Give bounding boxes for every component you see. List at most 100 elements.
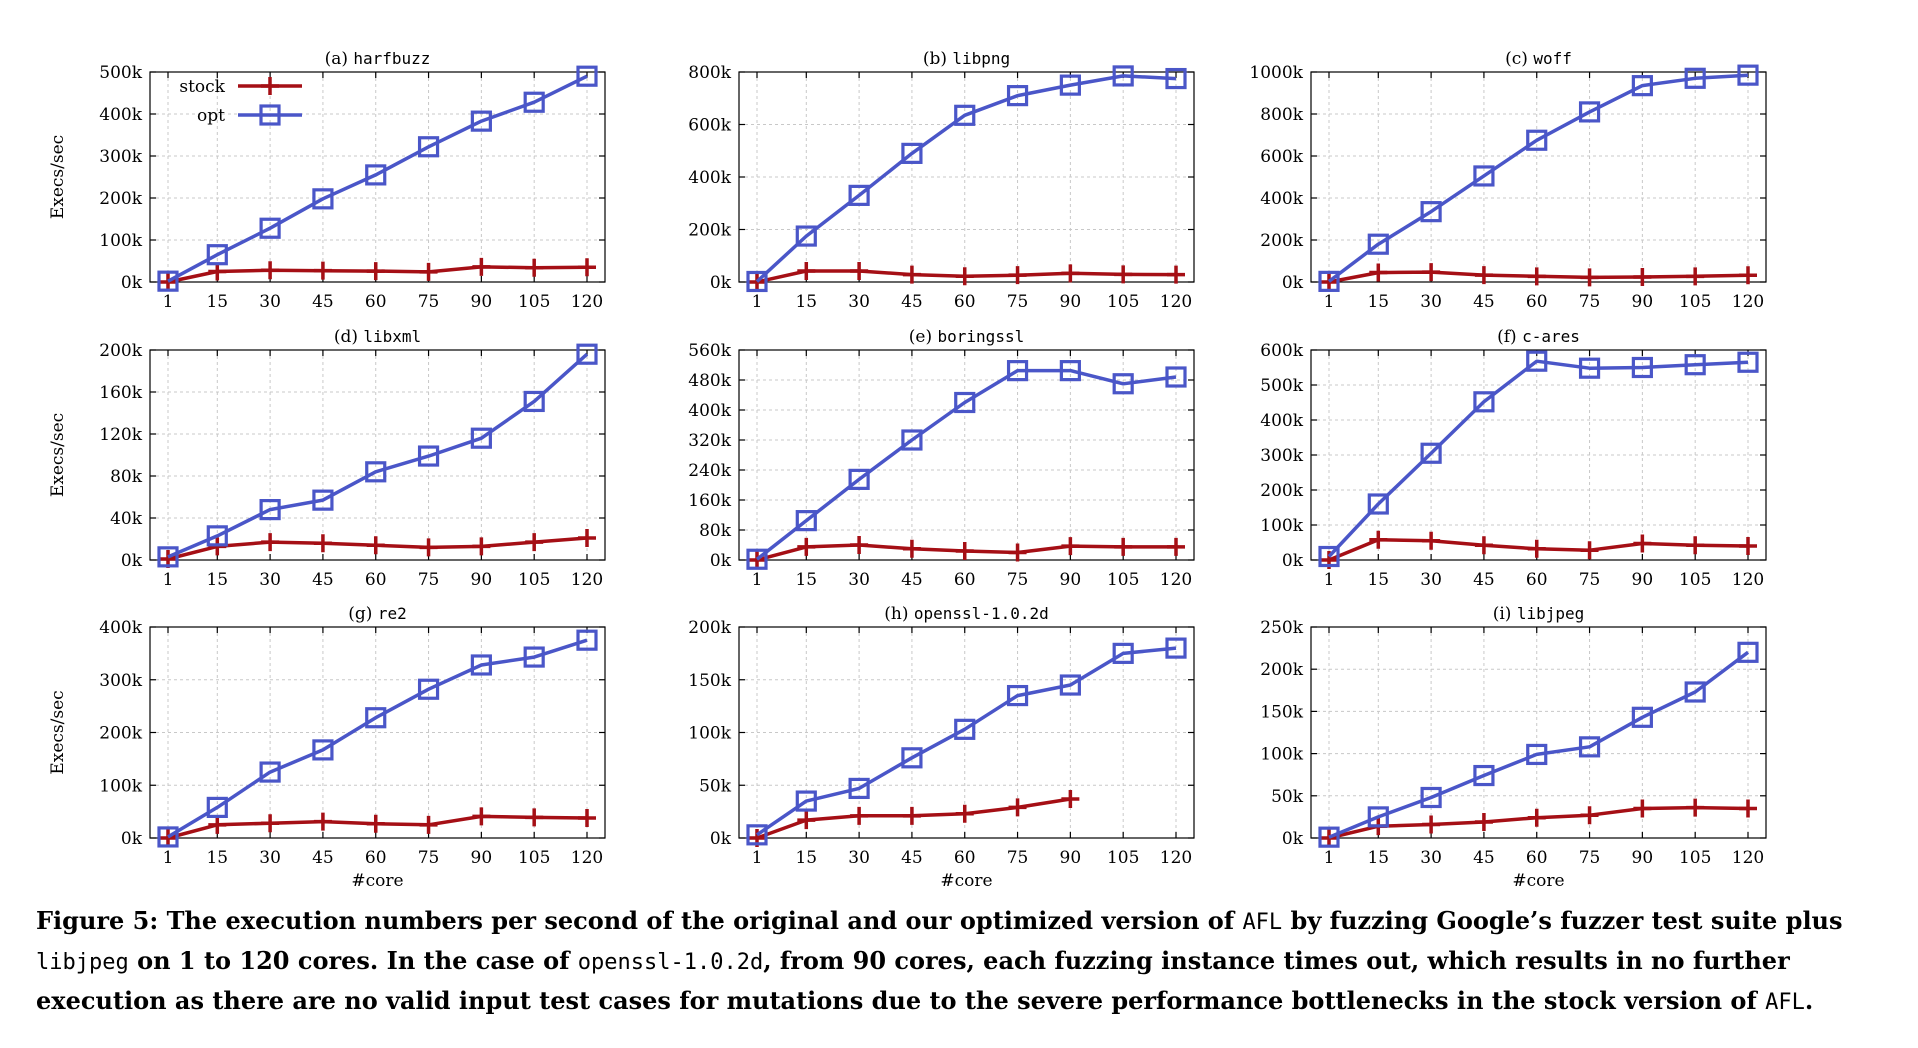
data-point-opt bbox=[1165, 637, 1187, 659]
data-point-stock bbox=[1008, 266, 1027, 285]
x-tick-label: 45 bbox=[1473, 292, 1495, 312]
data-point-opt bbox=[157, 826, 179, 848]
data-point-stock bbox=[366, 262, 385, 281]
y-tick-label: 40k bbox=[110, 509, 143, 529]
data-point-opt bbox=[206, 796, 228, 819]
chart-openssl-1.0.2d: (h) openssl-1.0.2d 0k 50k 100k 150k 200k 1 15 30… bbox=[688, 604, 1195, 891]
x-tick-label: 105 bbox=[1107, 292, 1139, 312]
x-tick-label: 1 bbox=[1324, 292, 1335, 312]
chart-title-prefix: (a) bbox=[325, 49, 354, 69]
x-tick-label: 1 bbox=[163, 570, 174, 590]
data-point-opt bbox=[1526, 743, 1548, 766]
data-point-stock bbox=[525, 533, 544, 552]
data-point-stock bbox=[1422, 531, 1441, 550]
data-point-opt bbox=[470, 110, 492, 132]
x-tick-label: 15 bbox=[206, 848, 228, 868]
data-point-opt bbox=[1059, 360, 1081, 382]
data-point-stock bbox=[1114, 265, 1133, 284]
x-tick-label: 15 bbox=[1367, 848, 1389, 868]
data-point-stock bbox=[1580, 541, 1599, 560]
data-point-stock bbox=[578, 528, 596, 547]
chart-title: (b) libpng bbox=[923, 49, 1010, 69]
chart-title: (e) boringssl bbox=[909, 327, 1024, 347]
caption-text-3: on 1 to 120 cores. In the case of bbox=[128, 946, 578, 975]
data-point-opt bbox=[1420, 442, 1442, 464]
x-tick-label: 15 bbox=[206, 292, 228, 312]
x-tick-label: 105 bbox=[518, 848, 550, 868]
chart-title-prefix: (h) bbox=[884, 604, 914, 624]
data-point-opt bbox=[1367, 233, 1389, 255]
caption-text-5: . bbox=[1804, 986, 1814, 1015]
y-tick-label: 400k bbox=[688, 168, 731, 188]
y-tick-label: 200k bbox=[688, 221, 731, 241]
x-tick-label: 75 bbox=[1579, 848, 1601, 868]
data-point-stock bbox=[1474, 266, 1493, 285]
data-point-stock bbox=[1061, 789, 1080, 808]
y-tick-label: 600k bbox=[1260, 341, 1303, 361]
data-point-stock bbox=[902, 806, 921, 825]
data-point-opt bbox=[1112, 642, 1134, 664]
data-point-stock bbox=[525, 808, 544, 827]
chart-title-prefix: (g) bbox=[348, 604, 378, 624]
data-point-stock bbox=[159, 273, 177, 291]
data-point-stock bbox=[955, 804, 974, 823]
data-point-opt bbox=[1631, 356, 1653, 379]
data-point-opt bbox=[259, 499, 281, 521]
x-tick-label: 45 bbox=[901, 570, 923, 590]
series-stock bbox=[748, 789, 1080, 847]
data-point-opt bbox=[1684, 354, 1706, 376]
series-stock bbox=[159, 257, 596, 291]
x-tick-label: 90 bbox=[1060, 848, 1082, 868]
data-point-opt bbox=[523, 646, 545, 668]
chart-title-name: openssl-1.0.2d bbox=[914, 604, 1049, 623]
series-stock bbox=[159, 528, 596, 568]
data-point-opt bbox=[523, 91, 545, 113]
y-tick-label: 400k bbox=[688, 401, 731, 421]
data-point-opt bbox=[1318, 826, 1340, 848]
x-tick-label: 30 bbox=[848, 848, 870, 868]
data-point-opt bbox=[1112, 373, 1134, 395]
data-point-opt bbox=[1526, 129, 1548, 151]
data-point-opt bbox=[470, 427, 492, 449]
data-point-opt bbox=[1578, 101, 1601, 123]
data-point-opt bbox=[1112, 65, 1134, 87]
x-tick-label: 1 bbox=[1324, 570, 1335, 590]
data-point-opt bbox=[848, 184, 870, 206]
x-tick-label: 15 bbox=[1367, 570, 1389, 590]
data-point-stock bbox=[1527, 267, 1546, 286]
series-opt bbox=[1318, 64, 1759, 292]
y-tick-label: 400k bbox=[1260, 189, 1303, 209]
legend-label-opt: opt bbox=[197, 106, 225, 126]
x-tick-label: 120 bbox=[1160, 848, 1192, 868]
y-tick-label: 0k bbox=[710, 829, 732, 849]
data-point-stock bbox=[1369, 263, 1388, 282]
chart-title-name: libxml bbox=[363, 327, 421, 346]
x-tick-label: 60 bbox=[365, 570, 387, 590]
chart-re2: (g) re2 0k 100k 200k 300k 400k 1 15 30 45 60 75 90 10… bbox=[48, 604, 606, 891]
y-tick-label: 150k bbox=[688, 671, 731, 691]
data-point-stock bbox=[1320, 273, 1338, 291]
x-tick-label: 15 bbox=[206, 570, 228, 590]
y-tick-label: 1000k bbox=[1249, 63, 1303, 83]
x-tick-label: 60 bbox=[954, 570, 976, 590]
data-point-stock bbox=[955, 267, 974, 286]
data-point-stock bbox=[313, 812, 332, 831]
data-point-opt bbox=[470, 654, 492, 676]
plot-frame bbox=[738, 349, 1195, 561]
x-tick-label: 105 bbox=[1679, 848, 1711, 868]
y-axis-label: Execs/sec bbox=[48, 135, 68, 219]
data-point-stock bbox=[955, 542, 974, 560]
y-tick-label: 100k bbox=[99, 231, 142, 251]
x-tick-label: 30 bbox=[1420, 292, 1442, 312]
plot-frame bbox=[149, 349, 606, 561]
data-point-stock bbox=[1580, 806, 1599, 825]
data-point-opt bbox=[1737, 641, 1759, 663]
y-tick-label: 100k bbox=[1260, 516, 1303, 536]
data-point-stock bbox=[1369, 530, 1388, 549]
data-point-stock bbox=[797, 811, 816, 830]
x-tick-label: 120 bbox=[1160, 292, 1192, 312]
data-point-stock bbox=[578, 808, 596, 827]
x-tick-label: 45 bbox=[901, 848, 923, 868]
y-tick-label: 200k bbox=[1260, 481, 1303, 501]
